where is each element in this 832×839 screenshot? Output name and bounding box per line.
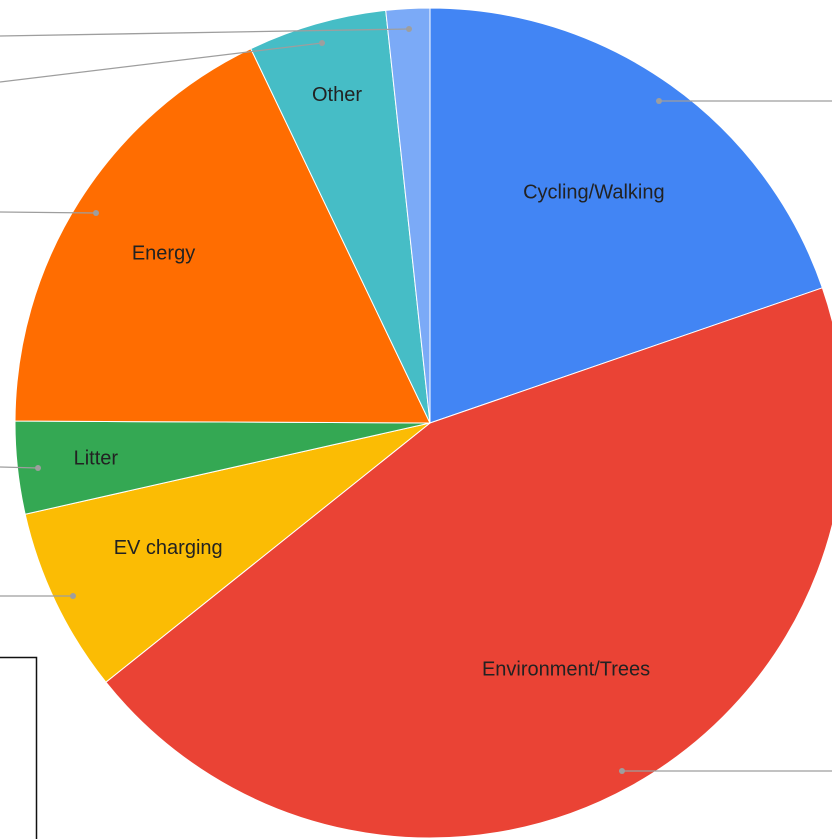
leader-dot (656, 98, 662, 104)
pie-slice (105, 287, 832, 839)
slice-label: Energy (132, 243, 195, 265)
leader-line (0, 42, 323, 83)
slice-label: Cycling/Walking (523, 182, 665, 204)
pie-slice (429, 7, 824, 424)
slice-label: Litter (74, 448, 119, 470)
leader-line (0, 211, 97, 214)
pie-slice (250, 9, 431, 424)
pie-slice (385, 7, 431, 424)
pie-slice (14, 48, 431, 424)
leader-line (0, 466, 39, 469)
leader-dot (619, 768, 625, 774)
leader-dot (406, 26, 412, 32)
pie-slice (24, 422, 431, 683)
leader-line (0, 28, 410, 37)
leader-dot (319, 40, 325, 46)
leader-lines (0, 26, 832, 774)
slice-label: EV charging (114, 537, 223, 559)
slice-label: Environment/Trees (482, 659, 650, 681)
leader-dot (70, 593, 76, 599)
panel-border (0, 656, 38, 839)
leader-dot (35, 465, 41, 471)
slice-label: Other (312, 84, 362, 106)
leader-dot (93, 210, 99, 216)
